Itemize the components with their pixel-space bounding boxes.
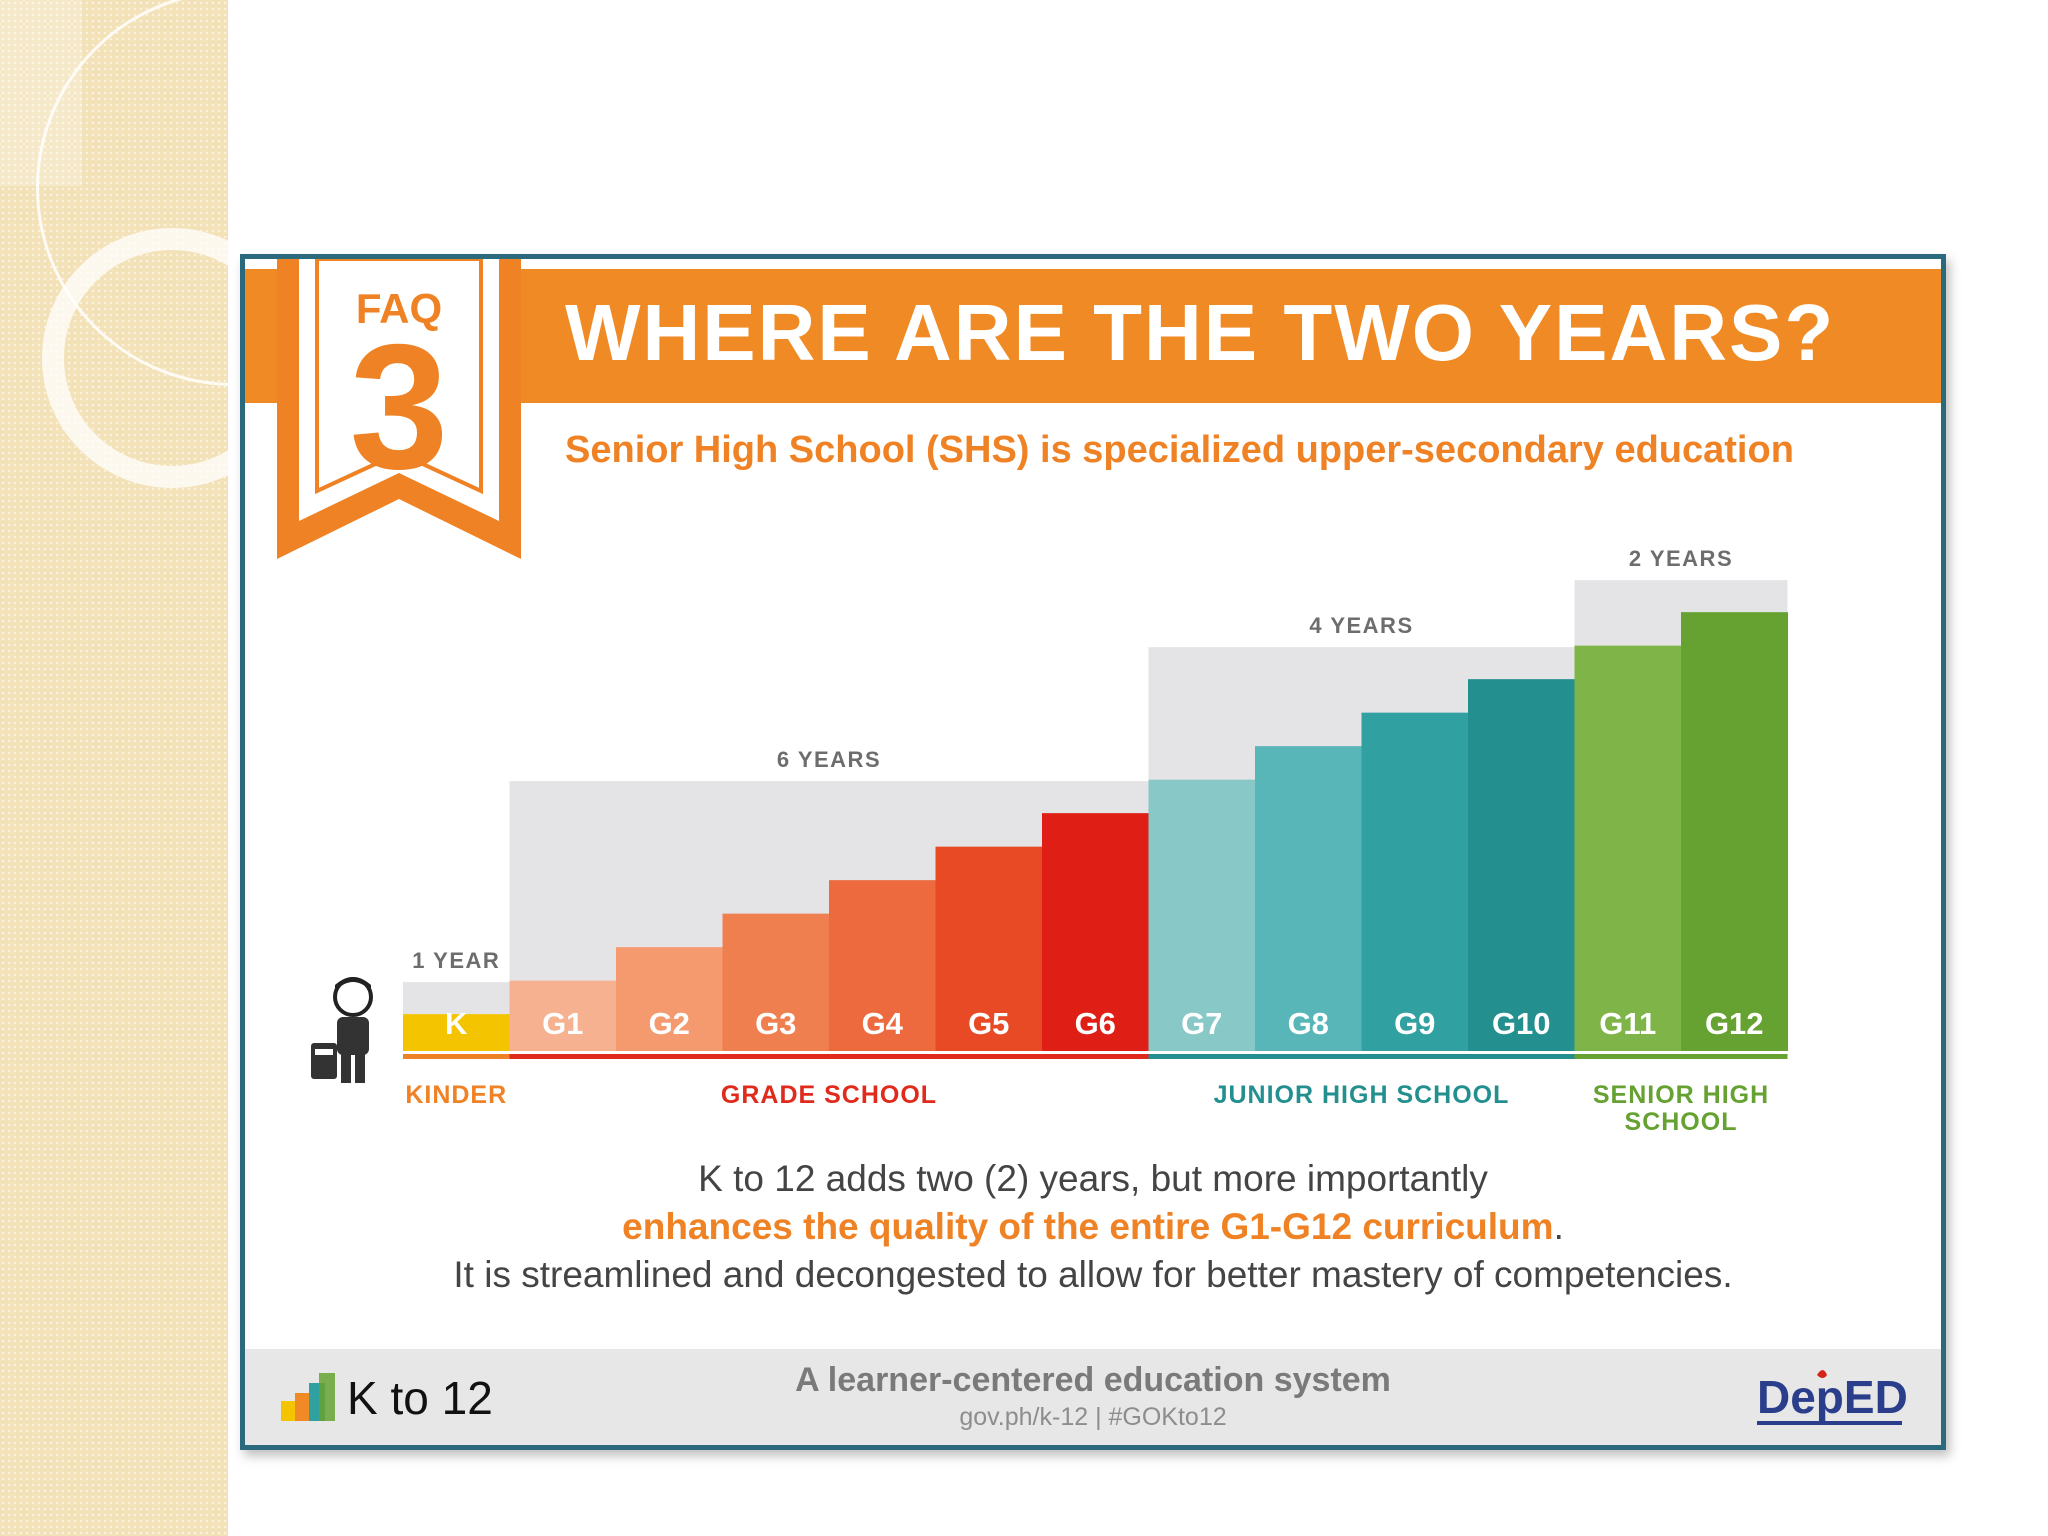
- bar-label-G1: G1: [542, 1006, 583, 1041]
- decorative-sidebar: [0, 0, 228, 1536]
- level-underline-2: [1148, 1054, 1575, 1059]
- level-label-1: GRADE SCHOOL: [721, 1081, 937, 1109]
- bar-G1: [509, 980, 617, 1051]
- bar-label-G4: G4: [862, 1006, 904, 1041]
- bar-G8: [1255, 746, 1362, 1051]
- footer-line-2-highlight: enhances the quality of the entire G1-G1…: [622, 1206, 1554, 1247]
- level-label-3: SCHOOL: [1625, 1108, 1738, 1136]
- level-underline-1: [509, 1054, 1149, 1059]
- bar-label-G3: G3: [755, 1006, 796, 1041]
- bar-label-G7: G7: [1181, 1006, 1222, 1041]
- bar-label-G2: G2: [649, 1006, 690, 1041]
- k12-logo-text: K to 12: [347, 1372, 493, 1424]
- deped-logo-text: DepED: [1757, 1371, 1907, 1423]
- website-hashtag: gov.ph/k-12 | #GOKto12: [959, 1403, 1227, 1431]
- bar-label-G8: G8: [1288, 1006, 1329, 1041]
- bar-G4: [829, 880, 936, 1051]
- level-label-2: JUNIOR HIGH SCHOOL: [1214, 1081, 1510, 1109]
- bar-G9: [1361, 712, 1469, 1051]
- footer-line-1: K to 12 adds two (2) years, but more imp…: [698, 1158, 1488, 1199]
- infographic-image: WHERE ARE THE TWO YEARS? Senior High Sch…: [240, 254, 1946, 1450]
- footer-line-3: It is streamlined and decongested to all…: [453, 1254, 1733, 1295]
- bar-G11: [1574, 645, 1682, 1051]
- bar-G3: [722, 913, 830, 1051]
- level-label-3: SENIOR HIGH: [1593, 1081, 1769, 1109]
- tagline: A learner-centered education system: [795, 1361, 1391, 1399]
- level-underline-0: [403, 1054, 510, 1059]
- year-span-label-0: 1 YEAR: [412, 948, 500, 973]
- header-band: [245, 269, 1941, 403]
- headline: WHERE ARE THE TWO YEARS?: [565, 288, 1836, 377]
- k12-logo-icon: [281, 1373, 335, 1421]
- level-label-0: KINDER: [405, 1081, 507, 1109]
- year-span-label-2: 4 YEARS: [1309, 613, 1413, 638]
- bar-label-K: K: [445, 1006, 468, 1041]
- bar-label-G11: G11: [1599, 1006, 1656, 1041]
- grade-level-chart: 1 YEAR 6 YEARS 4 YEARS 2 YEARS K G1 G2 G3 G4 G5 G…: [311, 546, 1788, 1136]
- year-span-label-1: 6 YEARS: [777, 747, 881, 772]
- bar-G5: [935, 846, 1043, 1051]
- year-span-label-3: 2 YEARS: [1629, 546, 1733, 571]
- faq-number: 3: [349, 307, 449, 506]
- bar-G7: [1148, 779, 1256, 1051]
- bar-label-G6: G6: [1075, 1006, 1116, 1041]
- level-underline-3: [1574, 1054, 1788, 1059]
- bar-G12: [1681, 612, 1788, 1051]
- footer-text: K to 12 adds two (2) years, but more imp…: [245, 1155, 1941, 1299]
- bar-G2: [616, 947, 723, 1051]
- bar-K: [403, 1014, 510, 1051]
- bar-G6: [1042, 813, 1149, 1051]
- bar-label-G9: G9: [1394, 1006, 1435, 1041]
- faq-label: FAQ: [355, 285, 443, 332]
- bar-label-G10: G10: [1492, 1006, 1551, 1041]
- student-icon: [311, 977, 373, 1083]
- bar-label-G12: G12: [1705, 1006, 1764, 1041]
- bottom-bar: K to 12 A learner-centered education sys…: [245, 1349, 1941, 1445]
- bar-label-G5: G5: [968, 1006, 1009, 1041]
- bar-G10: [1468, 679, 1575, 1051]
- subtitle: Senior High School (SHS) is specialized …: [565, 429, 1794, 471]
- footer-line-2-tail: .: [1553, 1206, 1564, 1247]
- faq-ribbon-icon: [277, 259, 521, 559]
- deped-logo: DepED: [1757, 1370, 1907, 1425]
